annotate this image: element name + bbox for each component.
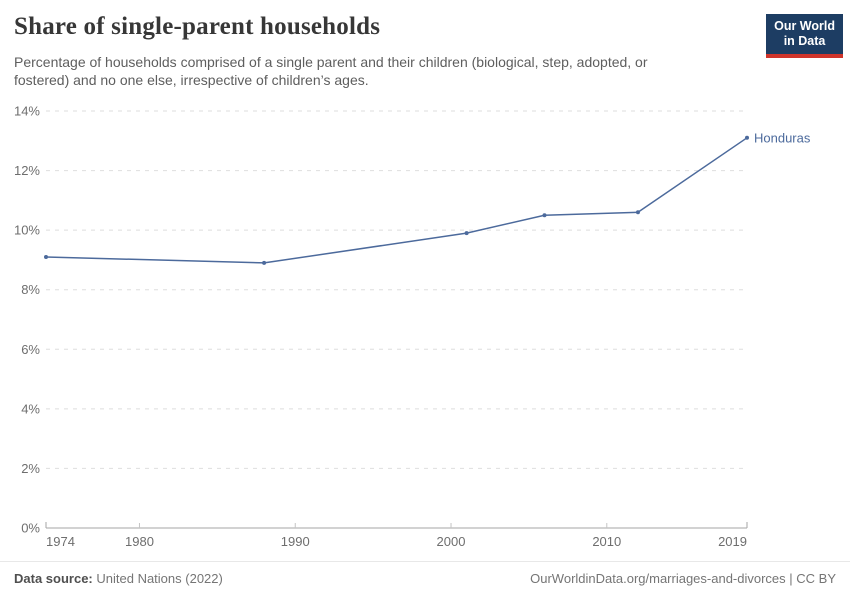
chart-subtitle-line2: fostered) and no one else, irrespective … [14,72,369,88]
chart-subtitle: Percentage of households comprised of a … [14,53,648,89]
owid-logo-line1: Our World [774,19,835,33]
chart-subtitle-line1: Percentage of households comprised of a … [14,54,648,70]
y-tick-label: 6% [21,342,40,357]
data-source: Data source: United Nations (2022) [14,571,223,599]
data-point-honduras-1974 [44,254,48,259]
x-tick-label: 1990 [281,534,310,549]
data-point-honduras-2006 [542,213,547,218]
y-tick-label: 4% [21,401,40,416]
y-tick-label: 12% [14,163,40,178]
y-tick-label: 0% [21,521,40,536]
x-tick-label: 1974 [46,534,75,549]
x-tick-label: 1980 [125,534,154,549]
data-point-honduras-1988 [262,260,267,265]
data-point-honduras-2001 [464,231,469,236]
owid-logo: Our World in Data [766,14,843,58]
series-label-honduras: Honduras [754,130,811,145]
y-tick-label: 2% [21,461,40,476]
y-tick-label: 14% [14,104,40,119]
owid-logo-line2: in Data [783,34,826,48]
citation-link[interactable]: OurWorldinData.org/marriages-and-divorce… [530,571,836,586]
chart-title: Share of single-parent households [14,13,381,40]
series-line-honduras [45,137,748,264]
x-tick-label: 2019 [718,534,747,549]
data-point-honduras-2012 [635,210,640,215]
data-point-honduras-2019 [745,135,749,140]
y-tick-label: 10% [14,223,40,238]
x-tick-label: 2010 [592,534,621,549]
data-source-label: Data source: [14,571,93,586]
y-tick-label: 8% [21,282,40,297]
x-tick-label: 2000 [437,534,466,549]
chart-footer: Data source: United Nations (2022) OurWo… [0,561,850,599]
data-source-value: United Nations (2022) [96,571,223,586]
